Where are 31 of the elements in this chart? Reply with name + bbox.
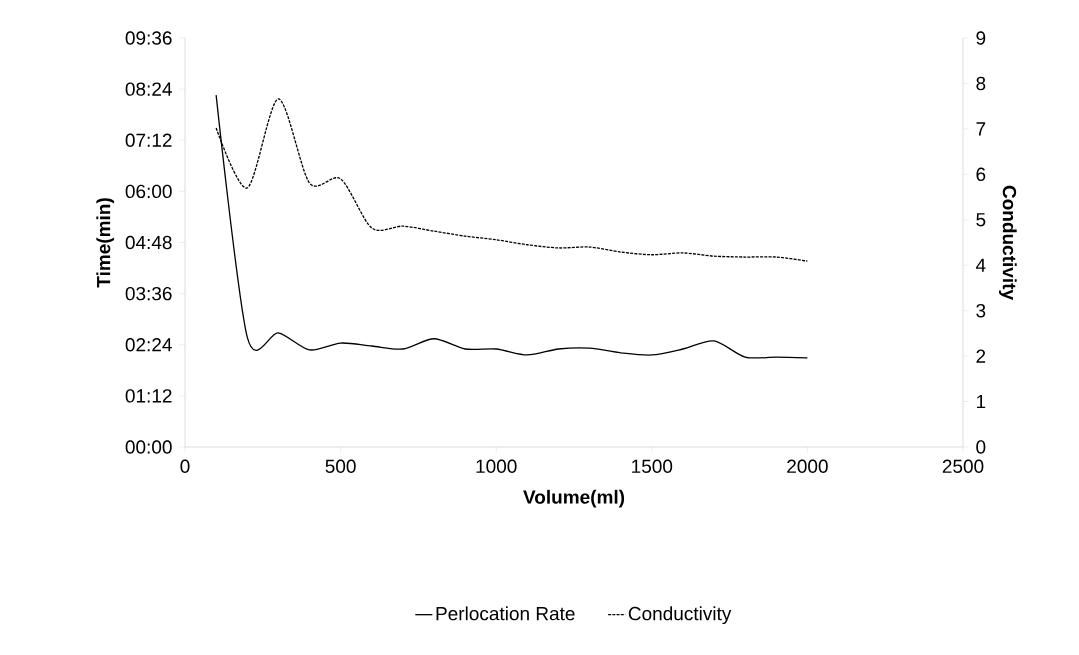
y2-tick-label: 3 xyxy=(976,303,986,318)
y-tick-label: 02:24 xyxy=(125,338,172,352)
y-tick-label: 09:36 xyxy=(125,31,172,45)
y-tick-label: 00:00 xyxy=(125,440,172,454)
line-series xyxy=(215,94,809,359)
y2-tick-label: 1 xyxy=(976,395,986,409)
x-tick-label: 2000 xyxy=(787,459,828,473)
y2-tick-label: 5 xyxy=(976,213,986,227)
x-tick-label: 0 xyxy=(180,459,190,473)
legend-label: Perlocation Rate xyxy=(436,606,575,621)
y-tick-label: 01:12 xyxy=(125,389,172,403)
y2-tick-label: 2 xyxy=(976,349,986,363)
y2-tick-label: 8 xyxy=(976,76,986,91)
y-tick-label: 06:00 xyxy=(125,184,172,199)
y-tick-label: 03:36 xyxy=(125,286,172,301)
x-tick-label: 1000 xyxy=(476,459,517,473)
y-tick-label: 08:24 xyxy=(125,82,172,96)
y-tick-label: 04:48 xyxy=(125,235,172,250)
y2-tick-label: 7 xyxy=(976,122,986,136)
x-tick-label: 2500 xyxy=(942,459,984,473)
y-tick-label: 07:12 xyxy=(125,133,172,147)
y2-axis-title: Conductivity xyxy=(998,185,1017,300)
y2-tick-label: 4 xyxy=(975,258,986,272)
x-axis-title: Volume(ml) xyxy=(523,489,625,508)
x-tick-label: 500 xyxy=(325,459,356,473)
y2-tick-label: 0 xyxy=(976,440,986,454)
y-axis-title: Time(min) xyxy=(96,198,115,288)
y2-tick-label: 9 xyxy=(976,31,986,45)
y2-tick-label: 6 xyxy=(976,167,986,182)
x-tick-label: 1500 xyxy=(632,459,673,473)
legend-label: Conductivity xyxy=(628,606,732,625)
